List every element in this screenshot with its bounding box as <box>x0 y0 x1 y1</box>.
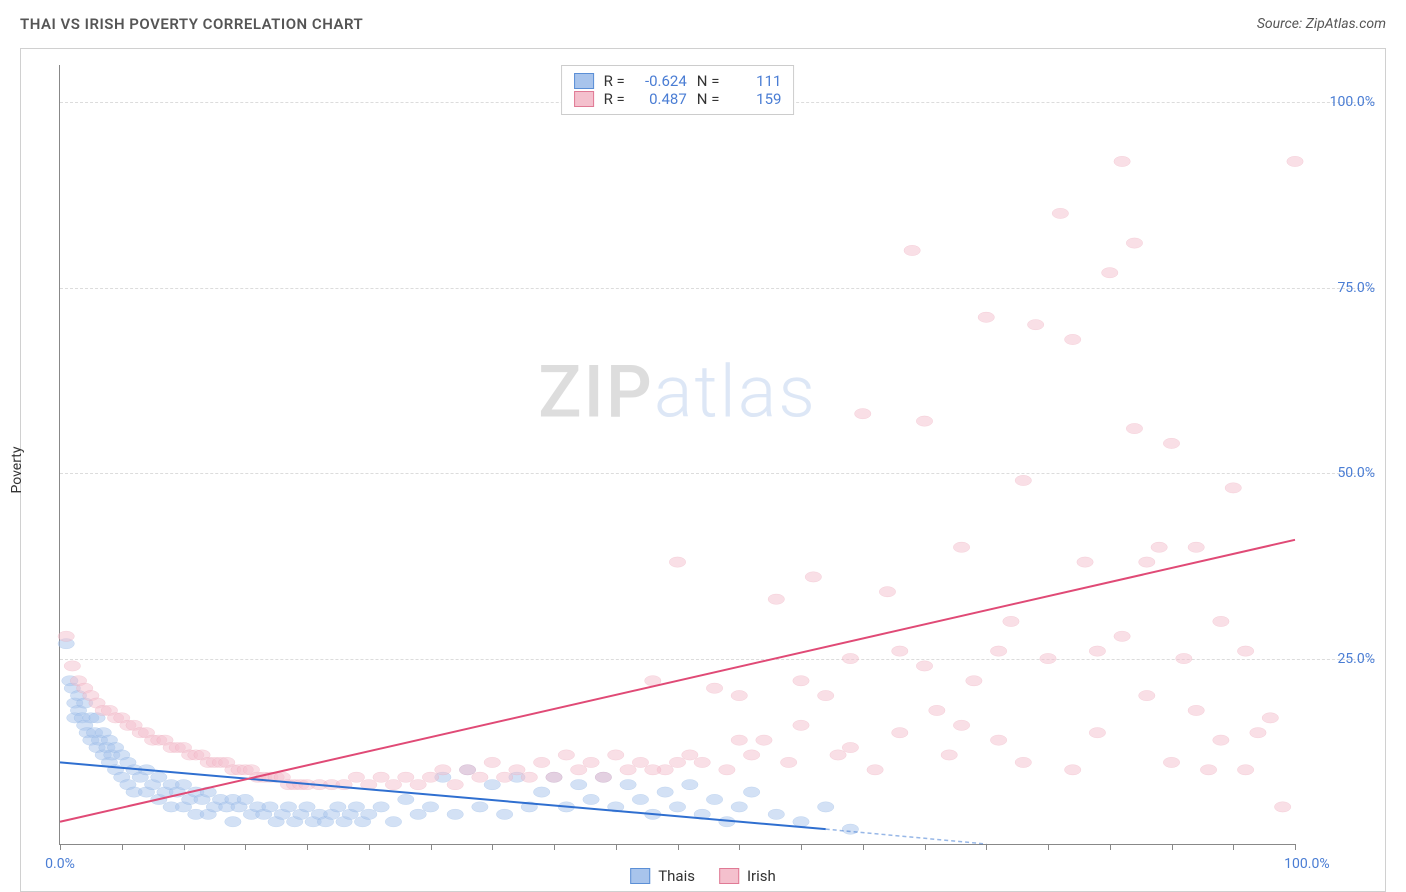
chart-container: Poverty ZIPatlas R = -0.624 N = 111 R = … <box>20 48 1386 892</box>
x-tick <box>678 844 679 850</box>
x-tick <box>1172 844 1173 850</box>
n-value-thais: 111 <box>729 72 781 90</box>
legend-row-thais: R = -0.624 N = 111 <box>574 72 782 90</box>
legend-item-thais: Thais <box>630 867 695 885</box>
legend-stats: R = -0.624 N = 111 R = 0.487 N = 159 <box>561 65 795 115</box>
x-tick <box>863 844 864 850</box>
chart-source: Source: ZipAtlas.com <box>1257 16 1386 32</box>
legend-label-thais: Thais <box>658 867 695 885</box>
y-tick-label: 75.0% <box>1303 280 1375 296</box>
trend-line-irish <box>60 540 1295 822</box>
plot-area: ZIPatlas R = -0.624 N = 111 R = 0.487 N … <box>59 65 1295 845</box>
legend-row-irish: R = 0.487 N = 159 <box>574 90 782 108</box>
y-tick-label: 25.0% <box>1303 651 1375 667</box>
x-tick <box>986 844 987 850</box>
r-label: R = <box>604 90 625 108</box>
x-tick <box>492 844 493 850</box>
trend-lines <box>60 65 1295 844</box>
y-tick-label: 100.0% <box>1303 94 1375 110</box>
legend-bottom: Thais Irish <box>630 867 776 885</box>
n-label: N = <box>697 72 720 90</box>
r-value-thais: -0.624 <box>635 72 687 90</box>
n-value-irish: 159 <box>729 90 781 108</box>
x-tick <box>307 844 308 850</box>
x-tick <box>369 844 370 850</box>
x-tick <box>739 844 740 850</box>
x-tick <box>60 844 61 850</box>
x-tick <box>801 844 802 850</box>
x-tick-label: 100.0% <box>1284 856 1329 872</box>
trend-line-dash-thais <box>826 829 987 844</box>
swatch-thais <box>630 868 650 884</box>
x-tick <box>1233 844 1234 850</box>
x-tick-label: 0.0% <box>45 856 75 872</box>
legend-item-irish: Irish <box>719 867 776 885</box>
swatch-thais <box>574 73 594 89</box>
x-tick <box>245 844 246 850</box>
swatch-irish <box>574 91 594 107</box>
x-tick <box>122 844 123 850</box>
chart-title: THAI VS IRISH POVERTY CORRELATION CHART <box>20 15 363 33</box>
y-axis-label: Poverty <box>9 446 25 493</box>
x-tick <box>1110 844 1111 850</box>
r-label: R = <box>604 72 625 90</box>
x-tick <box>616 844 617 850</box>
x-tick <box>184 844 185 850</box>
x-tick <box>431 844 432 850</box>
x-tick <box>554 844 555 850</box>
y-tick-label: 50.0% <box>1303 465 1375 481</box>
legend-label-irish: Irish <box>747 867 776 885</box>
x-tick <box>925 844 926 850</box>
n-label: N = <box>697 90 720 108</box>
chart-header: THAI VS IRISH POVERTY CORRELATION CHART … <box>0 0 1406 48</box>
x-tick <box>1295 844 1296 850</box>
r-value-irish: 0.487 <box>635 90 687 108</box>
swatch-irish <box>719 868 739 884</box>
x-tick <box>1048 844 1049 850</box>
